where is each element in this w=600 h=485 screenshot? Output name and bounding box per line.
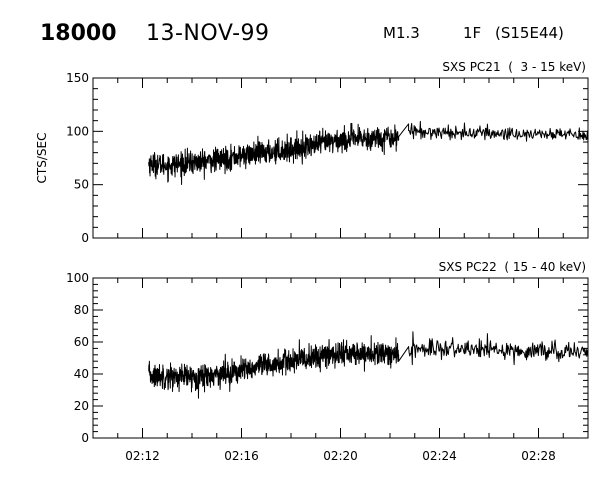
y-tick-label: 80 — [74, 303, 89, 317]
y-tick-label: 100 — [66, 271, 89, 285]
optical-class: 1F — [463, 24, 481, 42]
flare-class: M1.3 — [383, 24, 420, 42]
event-date: 13-NOV-99 — [146, 21, 270, 46]
panel-pc21: SXS PC21 ( 3 - 15 keV) CTS/SEC 0 50 100 150 — [35, 60, 589, 245]
x-tick-label: 02:24 — [422, 449, 457, 463]
plot-frame-pc21 — [92, 77, 589, 239]
x-tick-label: 02:28 — [521, 449, 556, 463]
y-tick-label: 40 — [74, 367, 89, 381]
panel-title-pc21: SXS PC21 ( 3 - 15 keV) — [442, 60, 586, 74]
y-tick-label: 100 — [66, 124, 89, 138]
series-line — [148, 120, 589, 185]
x-tick-label: 02:12 — [125, 449, 160, 463]
x-tick-label: 02:20 — [323, 449, 358, 463]
series-line — [148, 331, 589, 399]
y-axis-label: CTS/SEC — [35, 133, 49, 184]
flare-location: (S15E44) — [495, 24, 564, 42]
y-tick-label: 0 — [81, 431, 89, 445]
y-tick-label: 60 — [74, 335, 89, 349]
panel-pc22: SXS PC22 ( 15 - 40 keV) 0 20 40 60 80 100 02:1… — [66, 260, 589, 463]
event-id: 18000 — [40, 21, 117, 46]
panel-title-pc22: SXS PC22 ( 15 - 40 keV) — [439, 260, 586, 274]
y-tick-label: 50 — [74, 178, 89, 192]
y-tick-label: 150 — [66, 71, 89, 85]
y-tick-label: 20 — [74, 399, 89, 413]
y-tick-label: 0 — [81, 231, 89, 245]
x-tick-label: 02:16 — [224, 449, 259, 463]
